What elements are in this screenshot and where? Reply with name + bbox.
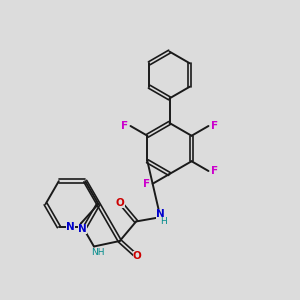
- Text: F: F: [211, 166, 218, 176]
- Text: N: N: [78, 224, 87, 234]
- Text: N: N: [156, 208, 165, 219]
- Text: NH: NH: [91, 248, 104, 257]
- Text: F: F: [121, 121, 128, 131]
- Text: O: O: [116, 198, 124, 208]
- Text: H: H: [160, 217, 167, 226]
- Text: F: F: [211, 121, 218, 131]
- Text: N: N: [66, 222, 75, 232]
- Text: F: F: [143, 179, 150, 189]
- Text: O: O: [133, 251, 142, 261]
